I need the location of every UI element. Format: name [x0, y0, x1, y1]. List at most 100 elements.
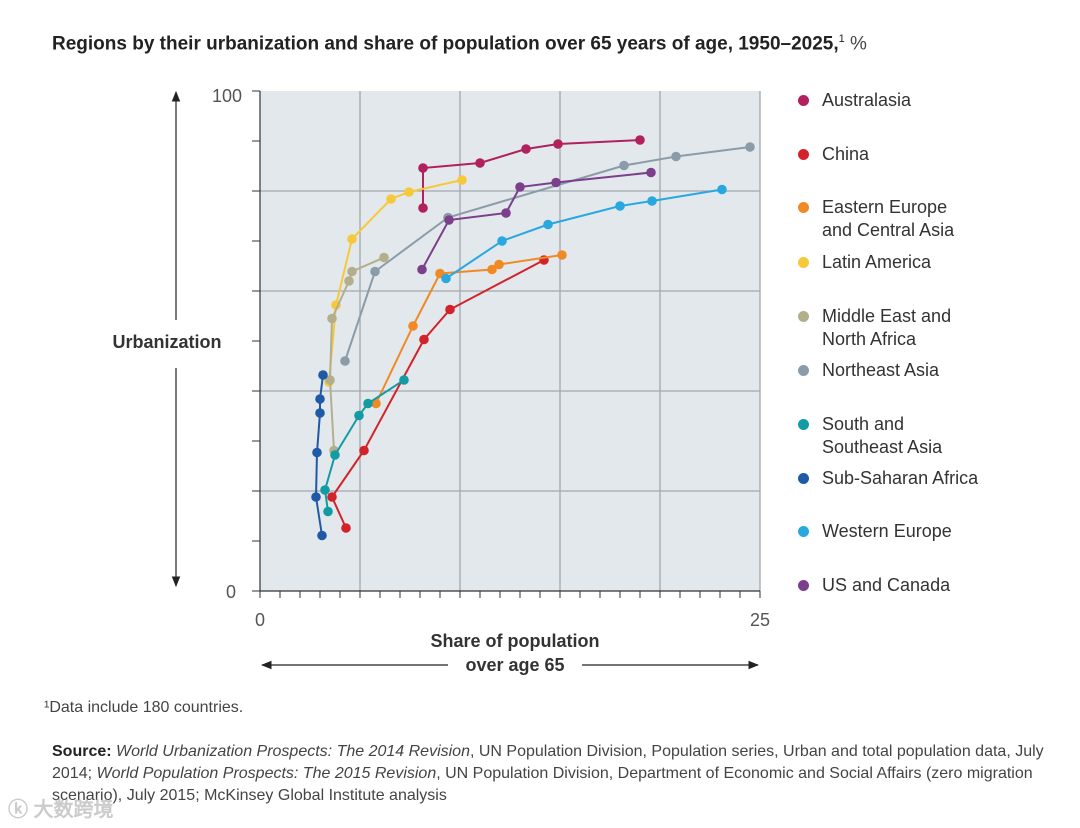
data-point — [408, 321, 418, 331]
legend-marker — [798, 202, 809, 213]
data-point — [323, 506, 333, 517]
data-point — [441, 273, 451, 284]
data-point — [341, 523, 351, 533]
watermark-logo: ⓚ 大数跨境 — [8, 799, 114, 821]
data-point — [318, 370, 328, 380]
data-point — [475, 158, 485, 168]
legend-label: Northeast Asia — [822, 360, 940, 380]
legend-label: Australasia — [822, 90, 912, 110]
data-point — [315, 394, 325, 404]
data-point — [399, 375, 409, 385]
series-south-and-southeast-asia — [320, 375, 409, 517]
series-eastern-europe-and-central-asia — [371, 250, 567, 409]
legend-label: Western Europe — [822, 521, 952, 541]
x-axis-label-line2: over age 65 — [465, 655, 564, 675]
data-point — [635, 135, 645, 145]
series-western-europe — [441, 184, 727, 284]
data-point — [363, 398, 373, 409]
series-us-and-canada — [417, 167, 656, 275]
series-line — [422, 139, 641, 208]
data-point — [551, 177, 561, 188]
legend-marker — [798, 365, 809, 376]
legend-label: China — [822, 144, 870, 164]
series-line — [330, 259, 545, 529]
y-axis-label: Urbanization — [112, 332, 221, 352]
legend-marker — [798, 419, 809, 430]
data-point — [354, 410, 364, 421]
x-axis-label-line1: Share of population — [431, 631, 600, 651]
legend-label: Sub-Saharan Africa — [822, 468, 979, 488]
series-australasia — [418, 135, 645, 213]
data-point — [317, 530, 327, 541]
data-point — [487, 264, 497, 275]
legend-marker — [798, 580, 809, 591]
legend-label: South and Southeast Asia — [822, 414, 943, 457]
chart-title: Regions by their urbanization and share … — [52, 33, 867, 55]
footnote: ¹Data include 180 countries. — [44, 699, 244, 716]
data-point — [320, 485, 330, 495]
legend-marker — [798, 149, 809, 160]
series-line — [445, 188, 723, 280]
data-point — [497, 236, 507, 246]
chart-title-text: Regions by their urbanization and share … — [52, 33, 839, 55]
data-point — [557, 250, 567, 260]
plot-area — [260, 91, 760, 591]
data-point — [501, 208, 511, 218]
series-china — [327, 255, 549, 533]
series-northeast-asia — [340, 142, 755, 366]
series-line — [375, 254, 563, 404]
series-line — [328, 256, 385, 451]
source-note: Source: World Urbanization Prospects: Th… — [52, 741, 1062, 807]
data-point — [717, 184, 727, 195]
x-tick-label: 0 — [255, 610, 265, 630]
data-point — [359, 445, 369, 456]
data-point — [344, 276, 354, 286]
legend-marker — [798, 257, 809, 268]
footnote-mark: 1 — [838, 33, 845, 45]
legend-marker — [798, 473, 809, 484]
data-point — [311, 492, 321, 502]
data-point — [418, 163, 428, 173]
data-point — [417, 264, 427, 275]
legend-label: Eastern Europe and Central Asia — [822, 197, 955, 240]
source-title: World Urbanization Prospects: The 2014 R… — [116, 743, 470, 760]
series-line — [344, 146, 751, 362]
data-point — [419, 334, 429, 345]
data-point — [418, 203, 428, 213]
y-tick-label: 100 — [212, 86, 242, 106]
data-point — [494, 259, 504, 270]
source-text: , UN Population Division, Department of … — [52, 765, 1033, 804]
data-point — [543, 219, 553, 230]
chart-unit: % — [850, 33, 867, 55]
source-text: , UN Population Division, Population ser… — [52, 743, 1044, 782]
data-point — [330, 450, 340, 460]
data-point — [745, 142, 755, 152]
series-middle-east-and-north-africa — [325, 252, 389, 456]
data-point — [347, 234, 357, 244]
data-point — [444, 215, 454, 225]
data-point — [619, 160, 629, 171]
series-sub-saharan-africa — [311, 370, 328, 541]
data-point — [347, 266, 357, 277]
y-tick-label: 0 — [226, 582, 236, 602]
data-point — [386, 194, 396, 204]
source-label: Source: — [52, 743, 112, 760]
data-point — [379, 252, 389, 263]
data-point — [371, 398, 381, 409]
legend-marker — [798, 311, 809, 322]
data-point — [445, 304, 455, 315]
data-point — [327, 313, 337, 324]
x-tick-label: 25 — [750, 610, 770, 630]
data-point — [327, 492, 337, 502]
data-point — [647, 196, 657, 206]
legend-label: Latin America — [822, 252, 932, 272]
data-point — [404, 187, 414, 197]
data-point — [315, 408, 325, 418]
source-title: World Population Prospects: The 2015 Rev… — [96, 765, 437, 782]
legend-label: US and Canada — [822, 575, 951, 595]
legend-marker — [798, 95, 809, 106]
data-point — [312, 447, 322, 458]
data-point — [646, 167, 656, 178]
